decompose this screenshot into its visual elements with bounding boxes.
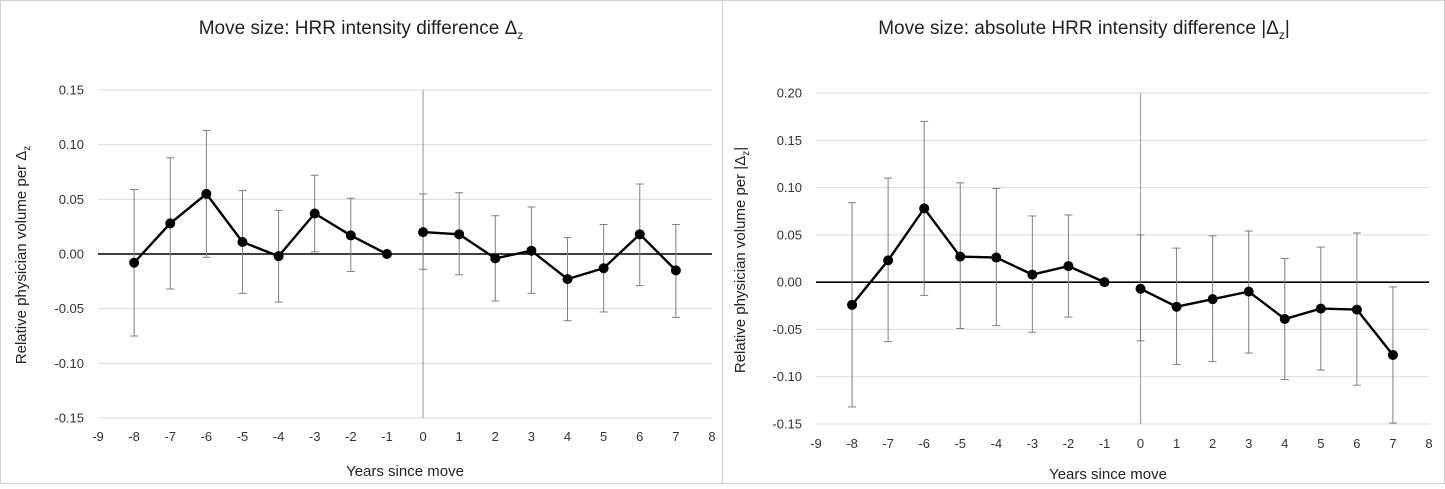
series-line — [851, 206, 1105, 306]
x-tick-label: 1 — [1173, 436, 1180, 451]
y-tick-label: -0.15 — [54, 411, 84, 426]
x-tick-label: -2 — [345, 429, 357, 444]
data-point — [1027, 269, 1038, 280]
data-point — [129, 257, 140, 268]
x-tick-label: 0 — [1137, 436, 1144, 451]
x-tick-label: 8 — [1425, 436, 1432, 451]
data-point — [1351, 304, 1362, 315]
x-tick-label: -1 — [1099, 436, 1111, 451]
x-tick-label: -9 — [810, 436, 822, 451]
x-tick-label: -7 — [882, 436, 894, 451]
panel-divider — [722, 0, 723, 484]
y-axis-label: Relative physician volume per Δz — [13, 146, 33, 364]
y-tick-label: -0.10 — [772, 369, 802, 384]
x-tick-label: 2 — [492, 429, 499, 444]
y-tick-label: -0.15 — [772, 417, 802, 432]
x-tick-label: -3 — [1027, 436, 1039, 451]
data-point — [490, 253, 501, 264]
data-point — [1243, 286, 1254, 297]
series-line — [1139, 287, 1394, 356]
data-point — [670, 265, 681, 276]
data-point — [237, 236, 248, 247]
x-tick-label: -8 — [846, 436, 858, 451]
x-tick-label: 5 — [1317, 436, 1324, 451]
y-tick-label: 0.00 — [777, 275, 802, 290]
x-tick-label: 7 — [1389, 436, 1396, 451]
x-axis-label: Years since move — [1049, 466, 1167, 483]
data-point — [273, 251, 284, 262]
data-point — [919, 203, 930, 214]
x-tick-label: -4 — [273, 429, 285, 444]
x-tick-label: 2 — [1209, 436, 1216, 451]
chart-right-svg: Move size: absolute HRR intensity differ… — [732, 18, 1433, 483]
y-tick-label: 0.10 — [777, 180, 802, 195]
y-tick-label: -0.05 — [772, 322, 802, 337]
data-point — [955, 251, 966, 262]
data-point — [847, 299, 858, 310]
data-point — [1315, 303, 1326, 314]
chart-title: Move size: absolute HRR intensity differ… — [878, 18, 1290, 42]
series-line — [133, 192, 388, 264]
chart-left-svg: Move size: HRR intensity difference Δz -… — [13, 18, 716, 480]
x-tick-label: -5 — [237, 429, 249, 444]
x-tick-label: -4 — [991, 436, 1003, 451]
data-point — [345, 230, 356, 241]
x-tick-label: 7 — [672, 429, 679, 444]
data-point — [381, 249, 392, 259]
x-tick-label: 3 — [1245, 436, 1252, 451]
data-point — [1063, 261, 1074, 272]
series-line — [423, 230, 677, 281]
y-tick-label: 0.05 — [777, 227, 802, 242]
data-point — [883, 255, 894, 266]
data-point — [1135, 283, 1146, 294]
data-point — [1387, 349, 1398, 360]
x-tick-label: 3 — [528, 429, 535, 444]
y-tick-label: 0.10 — [59, 137, 84, 152]
y-tick-label: 0.00 — [59, 247, 84, 262]
x-tick-label: 8 — [708, 429, 715, 444]
data-point — [562, 274, 573, 285]
data-point — [454, 229, 465, 240]
chart-panel-right: Move size: absolute HRR intensity differ… — [723, 0, 1445, 484]
x-tick-label: -2 — [1063, 436, 1075, 451]
y-axis-label: Relative physician volume per |Δz| — [732, 147, 752, 373]
x-tick-label: -9 — [92, 429, 104, 444]
y-tick-label: 0.15 — [59, 83, 84, 98]
y-tick-label: 0.05 — [59, 192, 84, 207]
y-tick-label: -0.10 — [54, 356, 84, 371]
x-tick-label: 1 — [456, 429, 463, 444]
x-tick-label: 4 — [564, 429, 571, 444]
x-axis-label: Years since move — [346, 463, 464, 480]
data-point — [201, 188, 212, 199]
x-tick-label: 6 — [1353, 436, 1360, 451]
x-tick-label: -8 — [128, 429, 140, 444]
data-point — [526, 245, 537, 256]
x-tick-label: -7 — [164, 429, 176, 444]
data-point — [165, 218, 176, 229]
data-point — [1279, 314, 1290, 325]
data-point — [418, 227, 429, 238]
data-point — [1171, 301, 1182, 312]
data-point — [991, 252, 1002, 263]
x-tick-label: -3 — [309, 429, 321, 444]
x-tick-label: 4 — [1281, 436, 1288, 451]
x-tick-label: -1 — [381, 429, 393, 444]
data-point — [634, 229, 645, 240]
x-tick-label: -6 — [918, 436, 930, 451]
y-tick-label: -0.05 — [54, 301, 84, 316]
x-tick-label: 0 — [419, 429, 426, 444]
y-tick-label: 0.15 — [777, 133, 802, 148]
data-point — [1099, 277, 1110, 288]
data-point — [1207, 294, 1218, 305]
y-tick-label: 0.20 — [777, 86, 802, 101]
data-point — [309, 208, 320, 219]
x-tick-label: -6 — [201, 429, 213, 444]
chart-title: Move size: HRR intensity difference Δz — [199, 18, 524, 42]
chart-panel-left: Move size: HRR intensity difference Δz -… — [0, 0, 722, 484]
x-tick-label: -5 — [954, 436, 966, 451]
data-point — [598, 263, 609, 274]
x-tick-label: 5 — [600, 429, 607, 444]
x-tick-label: 6 — [636, 429, 643, 444]
